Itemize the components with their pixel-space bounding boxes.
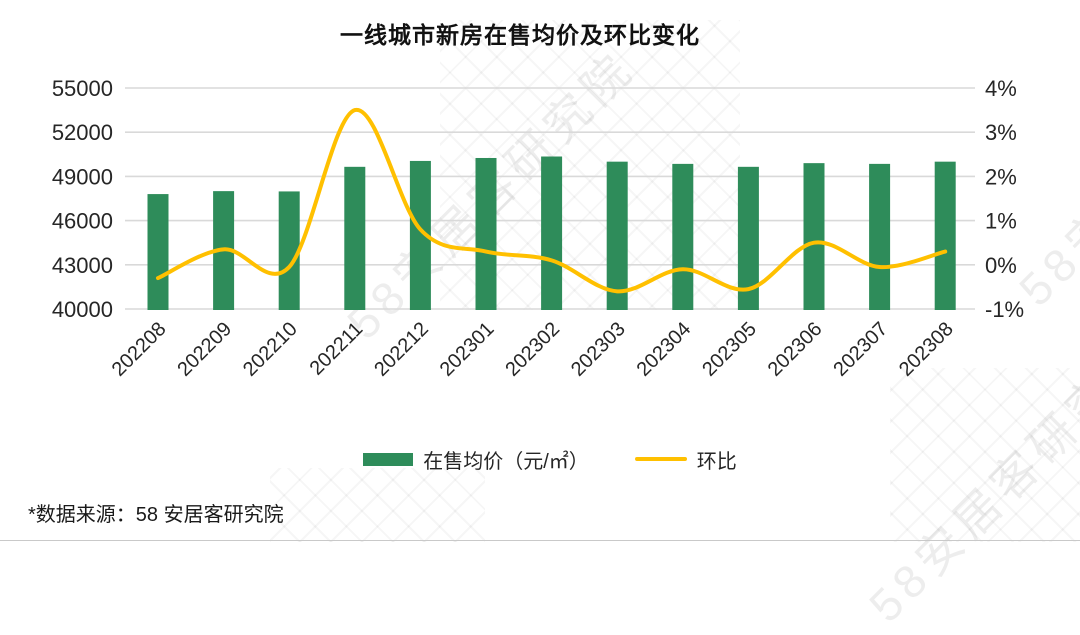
line-swatch-icon bbox=[634, 457, 687, 461]
mom-line-series bbox=[156, 108, 948, 294]
chart-title: 一线城市新房在售均价及环比变化 bbox=[340, 22, 700, 48]
legend-label-price: 在售均价（元/㎡） bbox=[423, 450, 589, 473]
left-axis-tick: 55000 bbox=[52, 76, 113, 101]
chart-legend: 在售均价（元/㎡） 环比 bbox=[125, 444, 975, 474]
x-label-202210: 202210 bbox=[239, 318, 302, 381]
source-note: *数据来源：58 安居客研究院 bbox=[28, 504, 284, 526]
bar-202211 bbox=[344, 166, 366, 310]
x-label-202305: 202305 bbox=[698, 318, 761, 381]
bar-202210 bbox=[278, 191, 300, 310]
x-label-202303: 202303 bbox=[567, 318, 630, 381]
left-axis-tick: 43000 bbox=[52, 253, 113, 278]
x-label-202302: 202302 bbox=[501, 318, 564, 381]
bar-202307 bbox=[869, 163, 891, 310]
bar-202301 bbox=[475, 157, 497, 310]
x-label-202304: 202304 bbox=[633, 318, 696, 381]
x-label-202308: 202308 bbox=[895, 318, 958, 381]
right-axis-tick: 1% bbox=[985, 209, 1017, 234]
x-label-202212: 202212 bbox=[370, 318, 433, 381]
bar-202212 bbox=[409, 160, 431, 310]
right-axis-tick: 4% bbox=[985, 76, 1017, 101]
x-label-202306: 202306 bbox=[764, 318, 827, 381]
x-label-202211: 202211 bbox=[306, 318, 368, 380]
left-axis-tick: 52000 bbox=[52, 120, 113, 145]
bar-202305 bbox=[737, 166, 759, 310]
bottom-divider bbox=[0, 540, 1080, 541]
right-axis-tick: -1% bbox=[985, 297, 1024, 322]
right-axis-tick: 3% bbox=[985, 120, 1017, 145]
legend-item-price: 在售均价（元/㎡） bbox=[363, 445, 589, 474]
legend-label-mom: 环比 bbox=[696, 450, 737, 473]
x-label-202208: 202208 bbox=[108, 318, 171, 381]
left-axis-tick: 46000 bbox=[52, 209, 113, 234]
x-label-202307: 202307 bbox=[829, 318, 892, 381]
bar-swatch-icon bbox=[363, 452, 414, 466]
chart-canvas: 55000 4% 52000 3% 49000 2% 46000 1% 43000 0% 40000… bbox=[52, 76, 1024, 381]
x-label-202209: 202209 bbox=[173, 318, 236, 381]
bar-202304 bbox=[672, 163, 694, 310]
bar-202308 bbox=[934, 161, 956, 310]
left-axis-tick: 49000 bbox=[52, 164, 113, 189]
bar-202208 bbox=[147, 194, 169, 310]
x-label-202301: 202301 bbox=[436, 318, 499, 381]
left-axis-tick: 40000 bbox=[52, 297, 113, 322]
right-axis-tick: 0% bbox=[985, 253, 1017, 278]
right-axis-tick: 2% bbox=[985, 164, 1017, 189]
legend-item-mom: 环比 bbox=[634, 445, 737, 474]
chart-figure: 58安居客研究院 58安居客研究院 58安居客研究院 一线城市新房在售均价及环比… bbox=[0, 8, 1080, 632]
bar-202303 bbox=[606, 161, 628, 310]
bar-202306 bbox=[803, 163, 825, 310]
bar-202302 bbox=[541, 156, 563, 310]
